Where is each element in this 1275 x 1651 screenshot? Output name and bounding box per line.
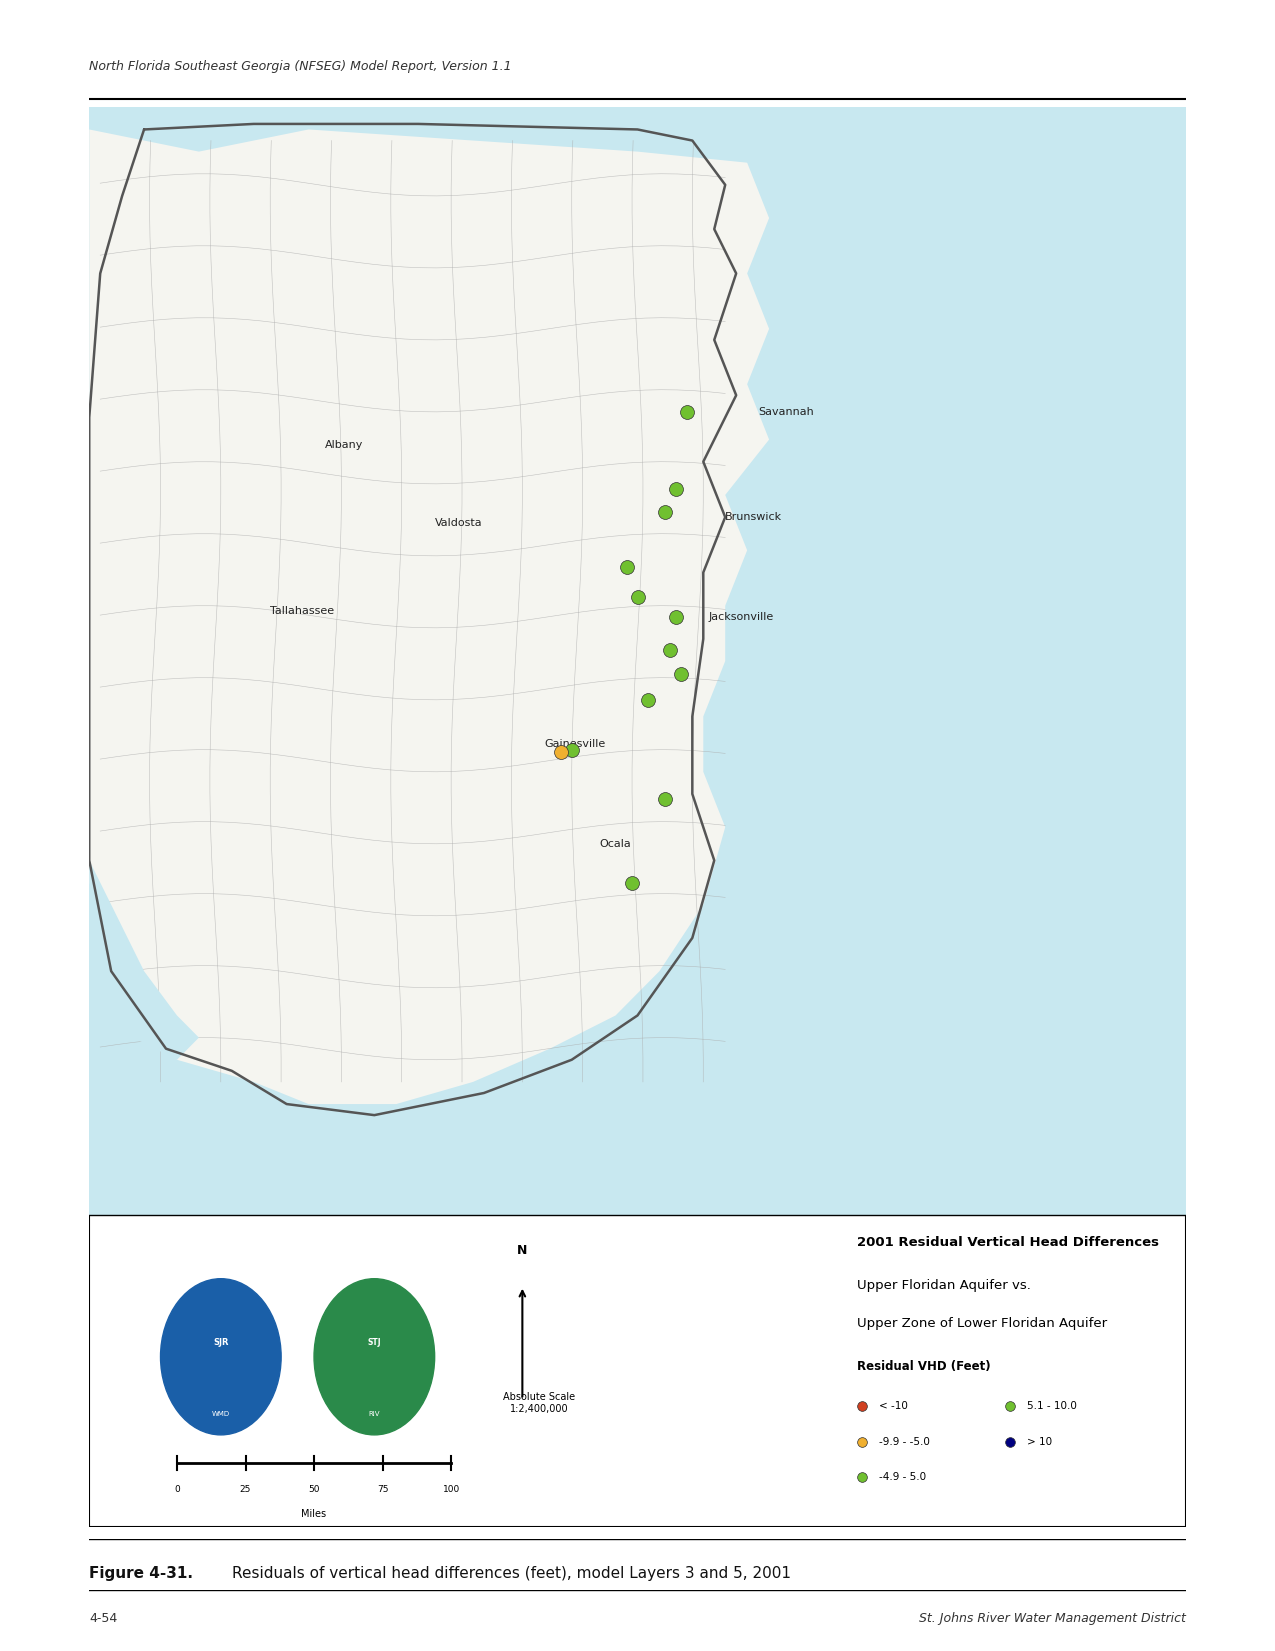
Text: Miles: Miles (301, 1509, 326, 1519)
Text: Absolute Scale
1:2,400,000: Absolute Scale 1:2,400,000 (502, 1392, 575, 1413)
Bar (89, 107, 1186, 1215)
Text: 75: 75 (377, 1484, 389, 1494)
Text: 25: 25 (240, 1484, 251, 1494)
Text: Savannah: Savannah (759, 406, 813, 416)
Text: Ocala: Ocala (599, 839, 631, 849)
Polygon shape (89, 860, 199, 1060)
Text: 2001 Residual Vertical Head Differences: 2001 Residual Vertical Head Differences (857, 1237, 1159, 1250)
Text: Gainesville: Gainesville (544, 740, 606, 750)
Text: Brunswick: Brunswick (725, 512, 783, 522)
Text: SJR: SJR (213, 1337, 228, 1347)
Text: Upper Zone of Lower Floridan Aquifer: Upper Zone of Lower Floridan Aquifer (857, 1317, 1107, 1331)
Text: 100: 100 (442, 1484, 460, 1494)
Text: < -10: < -10 (878, 1402, 908, 1412)
Circle shape (161, 1278, 282, 1435)
Text: Valdosta: Valdosta (435, 518, 482, 528)
Text: -4.9 - 5.0: -4.9 - 5.0 (878, 1473, 926, 1483)
Text: Residual VHD (Feet): Residual VHD (Feet) (857, 1360, 991, 1372)
Text: > 10: > 10 (1026, 1436, 1052, 1446)
Text: 4-54: 4-54 (89, 1613, 117, 1625)
Text: 50: 50 (309, 1484, 320, 1494)
Text: Figure 4-31.: Figure 4-31. (89, 1565, 194, 1582)
Text: -9.9 - -5.0: -9.9 - -5.0 (878, 1436, 929, 1446)
Text: St. Johns River Water Management District: St. Johns River Water Management Distric… (919, 1613, 1186, 1625)
Text: Upper Floridan Aquifer vs.: Upper Floridan Aquifer vs. (857, 1278, 1030, 1291)
Text: STJ: STJ (367, 1337, 381, 1347)
Text: Albany: Albany (325, 441, 363, 451)
Polygon shape (89, 129, 769, 1105)
Text: 0: 0 (175, 1484, 180, 1494)
Circle shape (314, 1278, 435, 1435)
Text: North Florida Southeast Georgia (NFSEG) Model Report, Version 1.1: North Florida Southeast Georgia (NFSEG) … (89, 59, 511, 73)
Text: N: N (518, 1245, 528, 1258)
Circle shape (168, 1289, 273, 1425)
Text: Jacksonville: Jacksonville (709, 613, 774, 622)
Text: WMD: WMD (212, 1410, 230, 1417)
Text: RIV: RIV (368, 1410, 380, 1417)
Text: 5.1 - 10.0: 5.1 - 10.0 (1026, 1402, 1076, 1412)
Text: Tallahassee: Tallahassee (270, 606, 334, 616)
Text: Residuals of vertical head differences (feet), model Layers 3 and 5, 2001: Residuals of vertical head differences (… (232, 1565, 790, 1582)
